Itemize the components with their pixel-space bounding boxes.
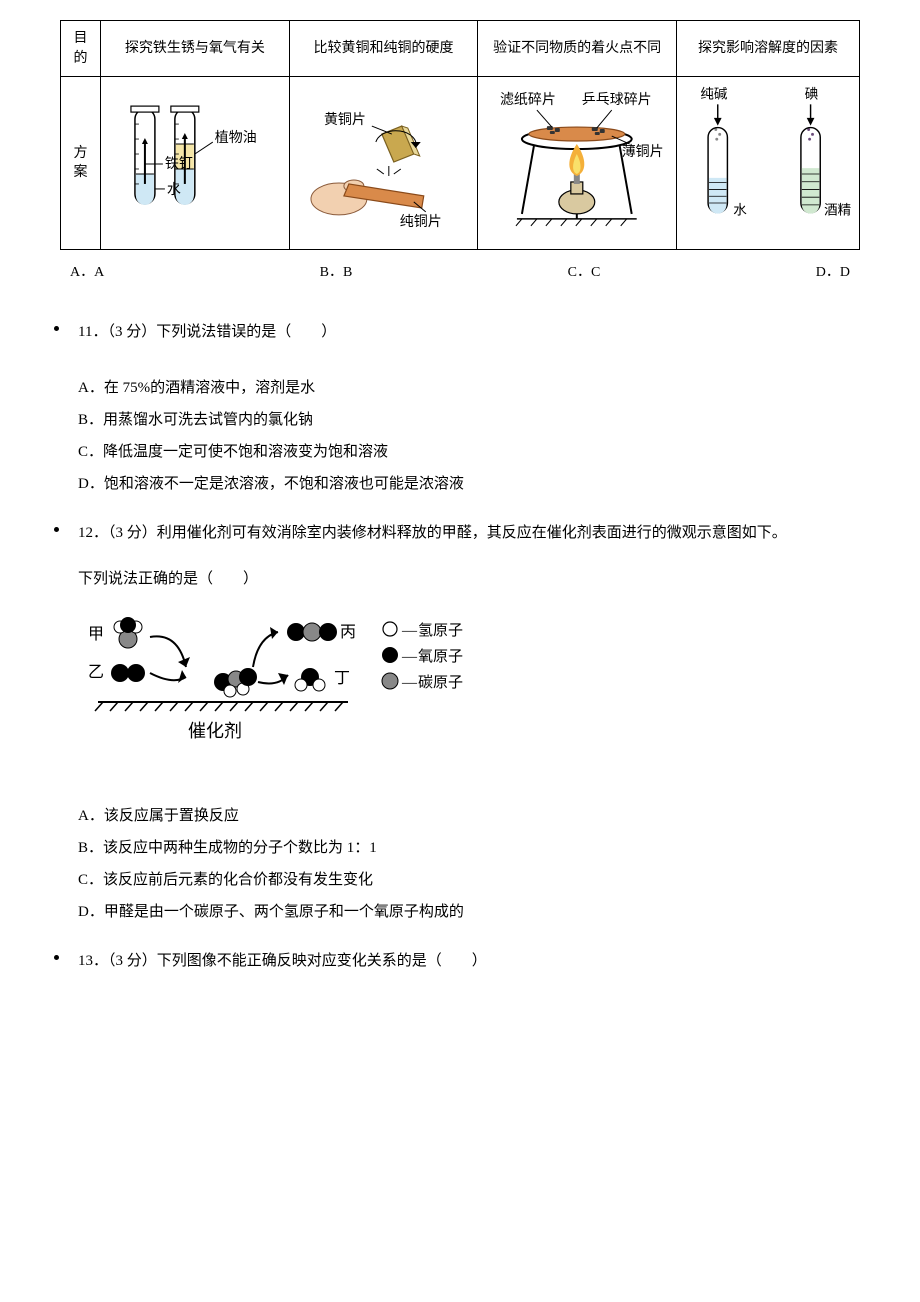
label-iodine: 碘 [805, 87, 819, 102]
q11-a: A．在 75%的酒精溶液中，溶剂是水 [78, 373, 860, 403]
diagram-c: 滤纸碎片 乒乓球碎片 薄铜片 [478, 77, 677, 250]
q12-stem-l1: 12．（3 分）利用催化剂可有效消除室内装修材料释放的甲醛，其反应在催化剂表面进… [78, 517, 860, 550]
opt-d: D．D [816, 260, 850, 285]
svg-text:—: — [401, 675, 418, 691]
label-brass: 黄铜片 [324, 112, 366, 128]
q13-stem: 13．（3 分）下列图像不能正确反映对应变化关系的是（ ） [78, 945, 860, 978]
label-water: 水 [167, 182, 181, 198]
fig-bing: 丙 [340, 624, 356, 641]
q12-a: A．该反应属于置换反应 [78, 801, 860, 831]
header-a: 探究铁生锈与氧气有关 [101, 21, 290, 77]
header-c: 验证不同物质的着火点不同 [478, 21, 677, 77]
diagram-d: 纯碱 碘 水 酒精 [676, 77, 859, 250]
label-oil: 植物油 [215, 130, 257, 146]
q11-d: D．饱和溶液不一定是浓溶液，不饱和溶液也可能是浓溶液 [78, 469, 860, 499]
scratch-svg: 黄铜片 纯铜片 [294, 84, 474, 234]
bullet-icon [54, 326, 59, 331]
legend-h: 氢原子 [418, 622, 463, 639]
q12-c: C．该反应前后元素的化合价都没有发生变化 [78, 865, 860, 895]
header-d: 探究影响溶解度的因素 [676, 21, 859, 77]
question-11: 11．（3 分）下列说法错误的是（ ） [60, 316, 860, 349]
label-soda: 纯碱 [700, 87, 728, 102]
fig-ding: 丁 [334, 670, 350, 687]
bullet-icon [54, 527, 59, 532]
row2-label: 方案 [61, 77, 101, 250]
question-13: 13．（3 分）下列图像不能正确反映对应变化关系的是（ ） [60, 945, 860, 978]
opt-b: B．B [320, 260, 353, 285]
q12-d: D．甲醛是由一个碳原子、两个氢原子和一个氧原子构成的 [78, 897, 860, 927]
svg-text:—: — [401, 623, 418, 639]
diagram-b: 黄铜片 纯铜片 [289, 77, 478, 250]
fig-jia: 甲 [88, 626, 104, 643]
header-b: 比较黄铜和纯铜的硬度 [289, 21, 478, 77]
label-cu: 薄铜片 [622, 144, 664, 160]
q11-choices: A．在 75%的酒精溶液中，溶剂是水 B．用蒸馏水可洗去试管内的氯化钠 C．降低… [78, 373, 860, 499]
table-options: A．A B．B C．C D．D [60, 258, 860, 297]
fig-catalyst: 催化剂 [188, 721, 242, 741]
label-water-d: 水 [733, 203, 747, 218]
q12-choices: A．该反应属于置换反应 B．该反应中两种生成物的分子个数比为 1：1 C．该反应… [78, 801, 860, 927]
svg-text:—: — [401, 649, 418, 665]
solubility-svg: 纯碱 碘 水 酒精 [681, 81, 855, 236]
label-copper: 纯铜片 [399, 214, 441, 230]
diagram-a: 植物油 铁钉 水 [101, 77, 290, 250]
q11-stem: 11．（3 分）下列说法错误的是（ ） [78, 316, 860, 349]
catalyst-svg: 甲 乙 丙 丁 [78, 607, 508, 767]
q11-c: C．降低温度一定可使不饱和溶液变为饱和溶液 [78, 437, 860, 467]
catalyst-figure: 甲 乙 丙 丁 [78, 607, 860, 777]
q12-b: B．该反应中两种生成物的分子个数比为 1：1 [78, 833, 860, 863]
label-pp: 乒乓球碎片 [582, 92, 652, 108]
lamp-svg: 滤纸碎片 乒乓球碎片 薄铜片 [482, 84, 672, 234]
opt-c: C．C [568, 260, 601, 285]
experiment-table: 目的 探究铁生锈与氧气有关 比较黄铜和纯铜的硬度 验证不同物质的着火点不同 探究… [60, 20, 860, 250]
row1-label: 目的 [61, 21, 101, 77]
opt-a: A．A [70, 260, 104, 285]
fig-yi: 乙 [88, 664, 104, 681]
legend-o: 氧原子 [418, 648, 463, 665]
bullet-icon [54, 955, 59, 960]
question-12: 12．（3 分）利用催化剂可有效消除室内装修材料释放的甲醛，其反应在催化剂表面进… [60, 517, 860, 550]
legend-c: 碳原子 [418, 674, 463, 691]
tubes-svg: 植物油 铁钉 水 [105, 84, 285, 234]
label-paper: 滤纸碎片 [500, 92, 556, 108]
label-alcohol: 酒精 [824, 203, 851, 218]
q12-stem-l2: 下列说法正确的是（ ） [78, 566, 860, 593]
q11-b: B．用蒸馏水可洗去试管内的氯化钠 [78, 405, 860, 435]
label-nail: 铁钉 [165, 156, 193, 172]
